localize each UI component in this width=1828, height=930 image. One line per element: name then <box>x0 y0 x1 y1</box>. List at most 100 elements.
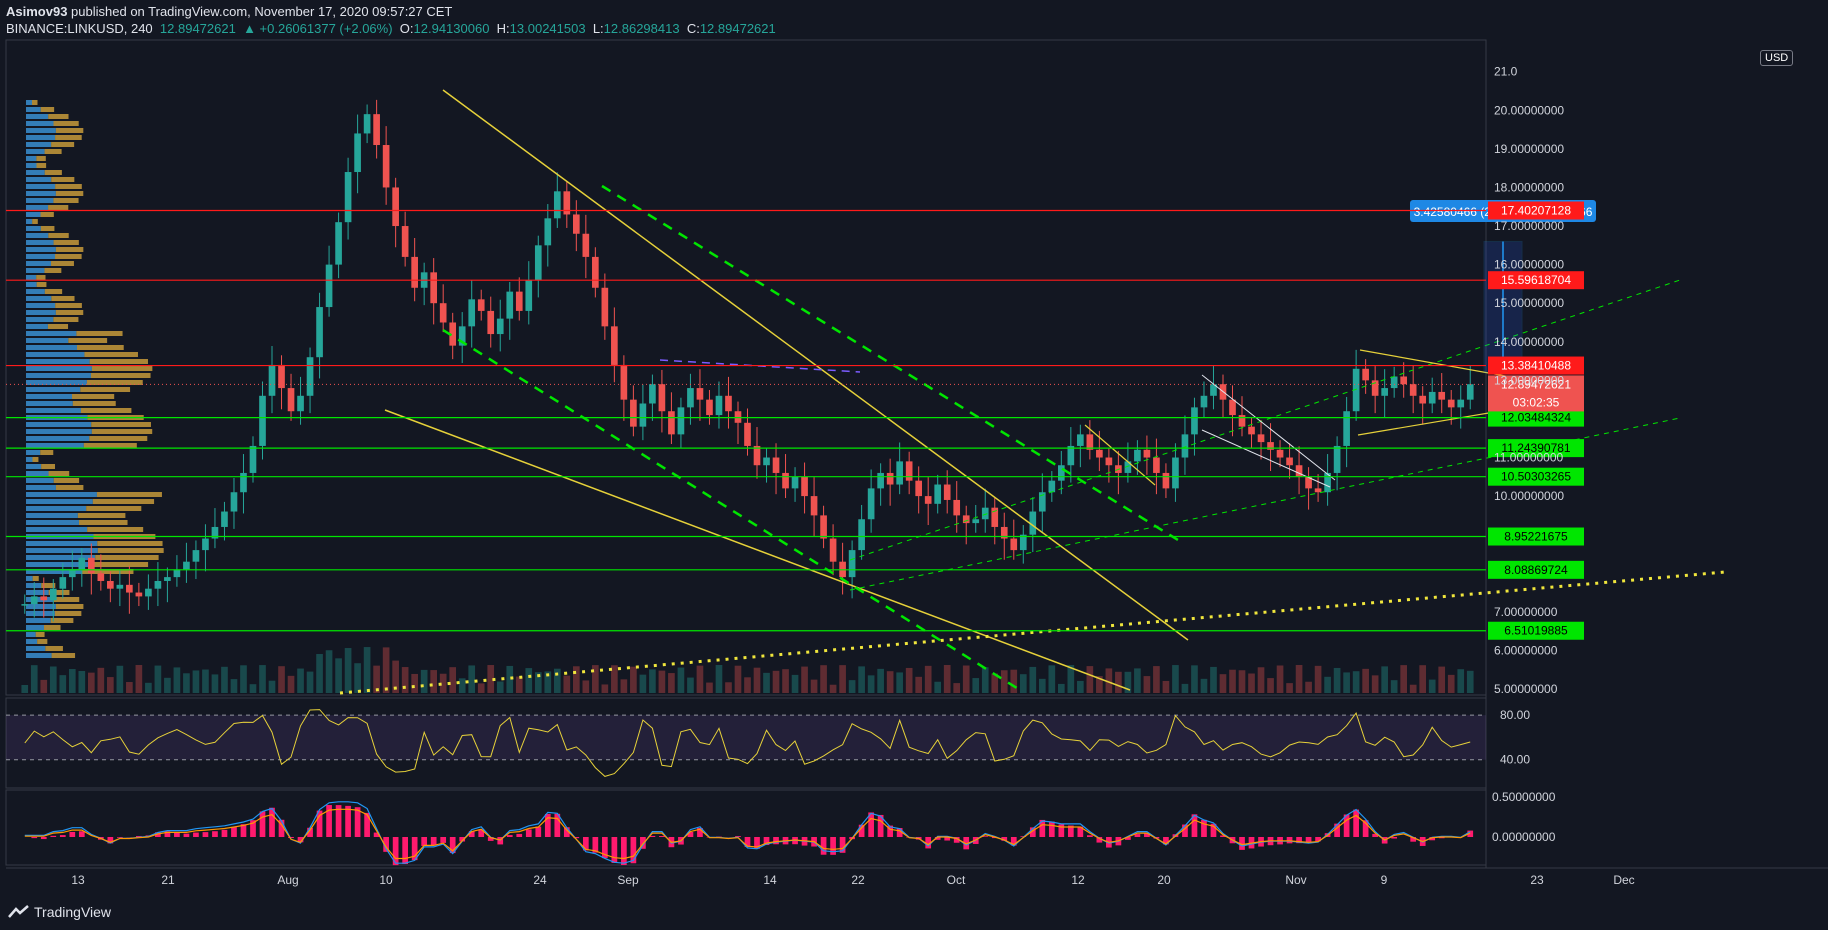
flag-upper <box>1201 374 1336 481</box>
volume-bar <box>411 673 418 693</box>
macd-hist-bar <box>345 805 351 837</box>
macd-hist-bar <box>1429 837 1436 841</box>
vp-sell-bar <box>86 380 143 385</box>
macd-hist-bar <box>544 813 551 837</box>
vp-sell-bar <box>36 156 46 161</box>
macd-hist-bar <box>1362 820 1369 837</box>
macd-hist-bar <box>953 837 960 843</box>
vp-buy-bar <box>26 611 55 616</box>
volume-bar <box>744 677 751 693</box>
volume-bar <box>496 681 504 693</box>
price-tick-label: 7.00000000 <box>1494 605 1558 619</box>
vp-buy-bar <box>26 485 56 490</box>
candle-body <box>553 191 561 219</box>
candle-body <box>1029 511 1037 535</box>
candle-body <box>1210 384 1217 396</box>
vp-sell-bar <box>51 261 74 266</box>
time-tick-label: 24 <box>533 873 547 887</box>
volume-bar <box>1371 675 1379 693</box>
candle-body <box>135 592 143 597</box>
vp-sell-bar <box>97 541 163 546</box>
candle-body <box>658 384 666 412</box>
author-name[interactable]: Asimov93 <box>6 4 68 19</box>
volume-bar <box>126 682 133 693</box>
candle-body <box>1286 457 1293 466</box>
macd-hist-bar <box>440 837 447 843</box>
price-tick-label: 19.00000000 <box>1494 142 1564 156</box>
candle-body <box>240 472 247 493</box>
tradingview-logo[interactable]: TradingView <box>8 904 111 920</box>
volume-bar <box>620 679 628 693</box>
vp-buy-bar <box>26 352 85 357</box>
macd-hist-bar <box>1144 832 1150 837</box>
vp-sell-bar <box>87 527 144 532</box>
candle-body <box>126 584 133 593</box>
currency-badge[interactable]: USD <box>1760 50 1794 66</box>
volume-bar <box>477 683 485 693</box>
candle-body <box>202 538 209 551</box>
candle-body <box>515 291 523 311</box>
candle-body <box>496 318 504 335</box>
channel-dashed-2 <box>442 328 1021 692</box>
macd-hist-bar <box>868 812 874 837</box>
vp-buy-bar <box>26 289 45 294</box>
volume-bar <box>363 647 371 693</box>
price-chart[interactable]: 3.42580466 (25.98%) 342580466 17.4020712… <box>0 0 1828 900</box>
candle-body <box>934 484 942 504</box>
vp-buy-bar <box>26 254 56 259</box>
macd-hist-bar <box>50 835 57 837</box>
candle-body <box>820 515 827 539</box>
vp-sell-bar <box>72 394 115 399</box>
vp-buy-bar <box>26 107 41 112</box>
macd-hist-bar <box>59 835 66 837</box>
vp-sell-bar <box>53 597 80 602</box>
candle-series <box>21 99 1474 622</box>
candle-body <box>30 596 38 605</box>
volume-bar <box>1153 666 1160 693</box>
vp-sell-bar <box>55 128 84 133</box>
volume-bar <box>934 681 942 693</box>
volume-bar <box>1248 673 1255 693</box>
macd-hist-bar <box>1182 824 1188 837</box>
candle-body <box>316 307 323 358</box>
time-tick-label: Aug <box>277 873 298 887</box>
candle-body <box>1248 426 1255 435</box>
candle-body <box>1466 384 1474 400</box>
time-tick-label: Dec <box>1613 873 1634 887</box>
time-tick-label: Sep <box>617 873 639 887</box>
time-tick-label: 14 <box>763 873 777 887</box>
close-label: C: <box>686 21 700 36</box>
volume-bar <box>715 665 723 693</box>
vp-buy-bar <box>26 275 37 280</box>
vp-sell-bar <box>48 590 70 595</box>
level-tag: 17.40207128 <box>1501 204 1571 218</box>
vp-sell-bar <box>91 366 153 371</box>
level-tag: 13.38410488 <box>1501 359 1571 373</box>
vp-sell-bar <box>53 478 80 483</box>
vp-buy-bar <box>26 121 54 126</box>
candle-body <box>867 488 875 520</box>
volume-bar <box>297 668 304 693</box>
last-price-value: 12.89472621 <box>159 21 236 36</box>
price-tick-label: 14.00000000 <box>1494 335 1564 349</box>
volume-bar <box>630 666 637 693</box>
footer-bar <box>0 900 1828 930</box>
volume-bar <box>49 666 57 693</box>
candle-body <box>715 395 723 416</box>
macd-hist-bar <box>602 837 608 859</box>
volume-bar <box>687 677 694 693</box>
price-tick-label: 20.00000000 <box>1494 103 1564 117</box>
candle-body <box>1105 457 1113 466</box>
vp-sell-bar <box>55 303 82 308</box>
candle-body <box>401 226 409 257</box>
macd-hist-bar <box>839 837 846 853</box>
volume-bar <box>240 665 247 693</box>
macd-hist-bar <box>982 836 989 837</box>
vp-sell-bar <box>76 331 123 336</box>
volume-bar <box>962 665 970 693</box>
candle-body <box>477 299 485 311</box>
volume-bar <box>1010 669 1018 693</box>
macd-hist-bar <box>307 827 313 837</box>
macd-hist-bar <box>925 837 932 849</box>
level-tag: 8.08869724 <box>1504 563 1568 577</box>
